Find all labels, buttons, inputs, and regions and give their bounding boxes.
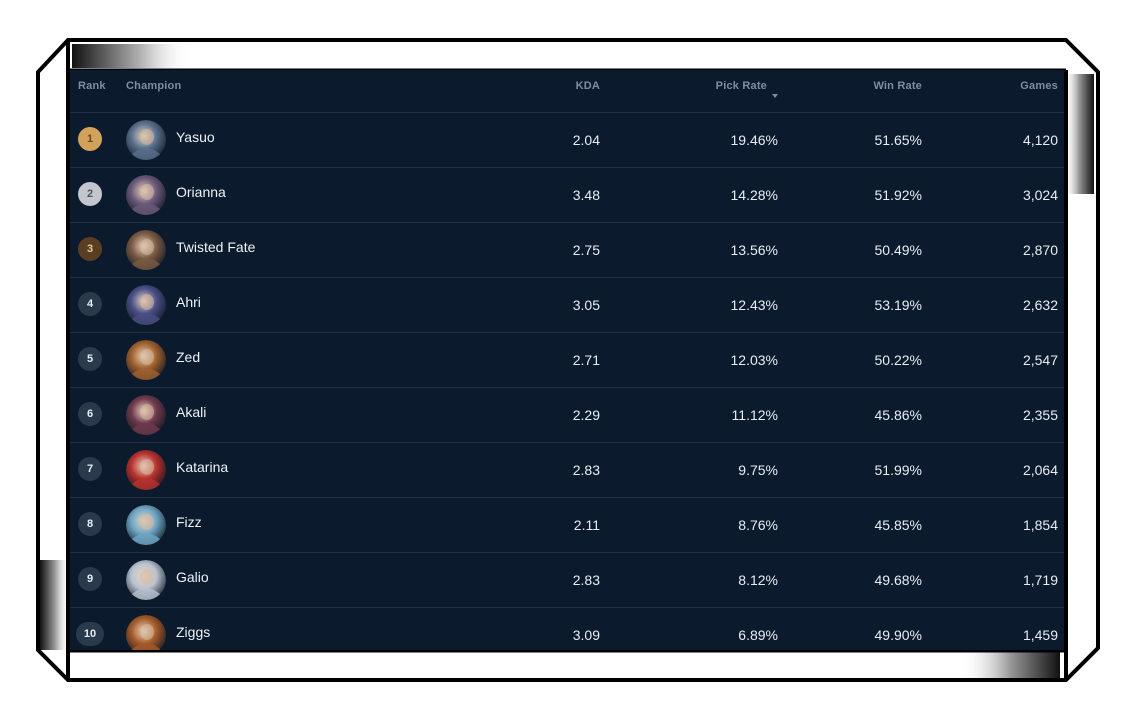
champion-avatar-icon[interactable]: [126, 285, 166, 325]
champion-name[interactable]: Ahri: [176, 294, 201, 310]
table-row[interactable]: 10 Ziggs 3.09 6.89% 49.90% 1,459: [70, 608, 1064, 650]
champion-name[interactable]: Twisted Fate: [176, 239, 256, 255]
champion-name[interactable]: Ziggs: [176, 624, 211, 640]
champion-avatar-icon[interactable]: [126, 175, 166, 215]
pick-rate-value: 19.46%: [730, 132, 778, 148]
rank-badge: 9: [78, 567, 102, 591]
pick-rate-value: 11.12%: [731, 407, 778, 423]
win-rate-value: 45.86%: [874, 407, 922, 423]
win-rate-value: 51.92%: [874, 187, 922, 203]
kda-value: 3.05: [572, 297, 600, 313]
header-champion[interactable]: Champion: [126, 80, 182, 92]
champion-avatar-icon[interactable]: [126, 395, 166, 435]
champion-name[interactable]: Akali: [176, 404, 207, 420]
games-value: 1,459: [1022, 627, 1058, 643]
table-row[interactable]: 6 Akali 2.29 11.12% 45.86% 2,355: [70, 388, 1064, 443]
table-row[interactable]: 7 Katarina 2.83 9.75% 51.99% 2,064: [70, 443, 1064, 498]
rank-badge: 8: [78, 512, 102, 536]
win-rate-value: 49.68%: [874, 572, 922, 588]
win-rate-value: 53.19%: [874, 297, 922, 313]
champion-name[interactable]: Orianna: [176, 184, 226, 200]
kda-value: 2.75: [572, 242, 600, 258]
sort-descending-icon: [772, 94, 778, 99]
win-rate-value: 50.49%: [874, 242, 922, 258]
champion-name[interactable]: Fizz: [176, 514, 202, 530]
champion-avatar-icon[interactable]: [126, 340, 166, 380]
champion-avatar-icon[interactable]: [126, 450, 166, 490]
games-value: 1,854: [1022, 517, 1058, 533]
table-row[interactable]: 3 Twisted Fate 2.75 13.56% 50.49% 2,870: [70, 223, 1064, 278]
champion-name[interactable]: Zed: [176, 349, 201, 365]
table-body: 1 Yasuo 2.04 19.46% 51.65% 4,120 2 Orianna 3.48 1…: [70, 113, 1064, 650]
pick-rate-value: 6.89%: [738, 627, 778, 643]
champion-avatar-icon[interactable]: [126, 505, 166, 545]
header-rank[interactable]: Rank: [78, 80, 106, 92]
header-win-rate[interactable]: Win Rate: [873, 80, 922, 92]
header-pick-rate[interactable]: Pick Rate: [715, 80, 778, 99]
win-rate-value: 45.85%: [874, 517, 922, 533]
games-value: 2,870: [1022, 242, 1058, 258]
header-games[interactable]: Games: [1020, 80, 1058, 92]
table-header: Rank Champion KDA Pick Rate Win Rate Gam…: [70, 70, 1064, 113]
table-row[interactable]: 5 Zed 2.71 12.03% 50.22% 2,547: [70, 333, 1064, 388]
header-pick-rate-label: Pick Rate: [715, 80, 767, 92]
header-kda[interactable]: KDA: [575, 80, 600, 92]
games-value: 2,355: [1022, 407, 1058, 423]
rank-badge: 5: [78, 347, 102, 371]
champion-stats-table: Rank Champion KDA Pick Rate Win Rate Gam…: [70, 70, 1064, 650]
rank-badge: 7: [78, 457, 102, 481]
win-rate-value: 50.22%: [874, 352, 922, 368]
table-row[interactable]: 8 Fizz 2.11 8.76% 45.85% 1,854: [70, 498, 1064, 553]
win-rate-value: 51.99%: [874, 462, 922, 478]
champion-avatar-icon[interactable]: [126, 560, 166, 600]
kda-value: 3.09: [572, 627, 600, 643]
table-row[interactable]: 9 Galio 2.83 8.12% 49.68% 1,719: [70, 553, 1064, 608]
table-row[interactable]: 1 Yasuo 2.04 19.46% 51.65% 4,120: [70, 113, 1064, 168]
games-value: 2,064: [1022, 462, 1058, 478]
games-value: 2,547: [1022, 352, 1058, 368]
rank-badge: 6: [78, 402, 102, 426]
table-row[interactable]: 4 Ahri 3.05 12.43% 53.19% 2,632: [70, 278, 1064, 333]
win-rate-value: 51.65%: [874, 132, 922, 148]
champion-avatar-icon[interactable]: [126, 230, 166, 270]
kda-value: 2.04: [572, 132, 600, 148]
kda-value: 2.29: [572, 407, 600, 423]
games-value: 2,632: [1022, 297, 1058, 313]
pick-rate-value: 8.12%: [738, 572, 778, 588]
pick-rate-value: 13.56%: [730, 242, 778, 258]
kda-value: 2.71: [572, 352, 600, 368]
champion-name[interactable]: Katarina: [176, 459, 229, 475]
table-row[interactable]: 2 Orianna 3.48 14.28% 51.92% 3,024: [70, 168, 1064, 223]
kda-value: 2.83: [572, 572, 600, 588]
rank-badge: 3: [78, 237, 102, 261]
win-rate-value: 49.90%: [874, 627, 922, 643]
kda-value: 2.83: [572, 462, 600, 478]
pick-rate-value: 14.28%: [730, 187, 778, 203]
rank-badge: 4: [78, 292, 102, 316]
pick-rate-value: 9.75%: [738, 462, 778, 478]
pick-rate-value: 12.43%: [730, 297, 778, 313]
kda-value: 2.11: [573, 517, 600, 533]
games-value: 4,120: [1022, 132, 1058, 148]
games-value: 3,024: [1022, 187, 1058, 203]
champion-avatar-icon[interactable]: [126, 120, 166, 160]
rank-badge: 1: [78, 127, 102, 151]
pick-rate-value: 12.03%: [730, 352, 778, 368]
kda-value: 3.48: [572, 187, 600, 203]
rank-badge: 10: [76, 622, 104, 646]
pick-rate-value: 8.76%: [738, 517, 778, 533]
champion-name[interactable]: Galio: [176, 569, 209, 585]
games-value: 1,719: [1022, 572, 1058, 588]
champion-name[interactable]: Yasuo: [176, 129, 215, 145]
champion-avatar-icon[interactable]: [126, 615, 166, 650]
rank-badge: 2: [78, 182, 102, 206]
